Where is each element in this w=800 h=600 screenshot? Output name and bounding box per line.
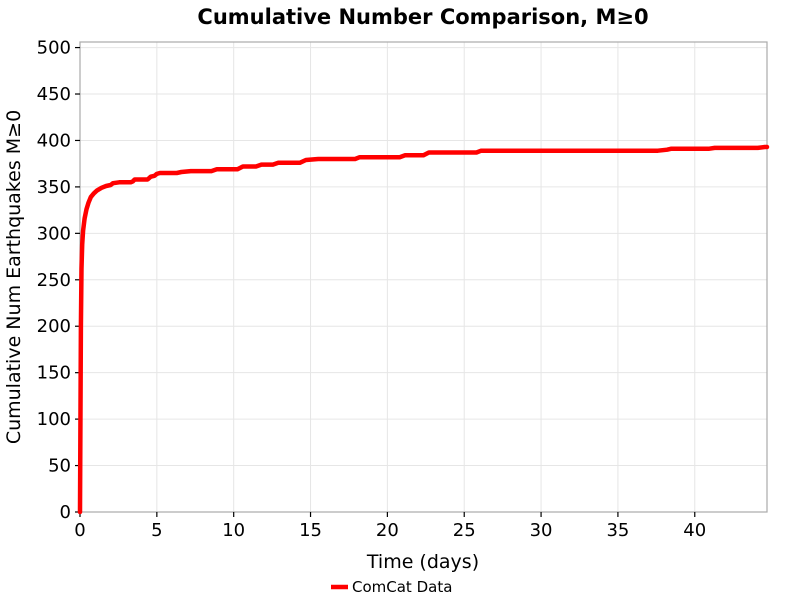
x-tick-label: 5 xyxy=(151,520,162,541)
x-tick-label: 10 xyxy=(222,520,245,541)
y-tick-label: 200 xyxy=(37,316,71,337)
x-tick-label: 20 xyxy=(376,520,399,541)
y-tick-label: 0 xyxy=(60,502,71,523)
x-tick-label: 15 xyxy=(299,520,322,541)
y-tick-label: 500 xyxy=(37,38,71,59)
y-tick-label: 400 xyxy=(37,130,71,151)
tick-marks xyxy=(75,46,696,517)
y-tick-label: 300 xyxy=(37,223,71,244)
x-tick-label: 40 xyxy=(683,520,706,541)
y-axis-label: Cumulative Num Earthquakes M≥0 xyxy=(3,110,25,444)
chart-title: Cumulative Number Comparison, M≥0 xyxy=(197,5,648,29)
y-tick-label: 50 xyxy=(48,456,71,477)
legend-series-label: ComCat Data xyxy=(352,578,452,596)
plot-border xyxy=(79,41,768,513)
x-tick-label: 30 xyxy=(530,520,553,541)
legend: ComCat Data xyxy=(331,578,452,596)
y-tick-label: 250 xyxy=(37,270,71,291)
x-axis-label: Time (days) xyxy=(366,551,479,573)
y-tick-label: 150 xyxy=(37,363,71,384)
x-tick-label: 25 xyxy=(453,520,476,541)
x-tick-label: 0 xyxy=(74,520,85,541)
y-tick-label: 100 xyxy=(37,409,71,430)
y-tick-label: 450 xyxy=(37,84,71,105)
gridlines xyxy=(79,42,767,513)
y-tick-label: 350 xyxy=(37,177,71,198)
x-tick-label: 35 xyxy=(606,520,629,541)
tick-labels: 0 5 10 15 20 25 30 35 40050100150200250300350400… xyxy=(37,38,707,541)
comcat-data-curve xyxy=(77,144,770,515)
